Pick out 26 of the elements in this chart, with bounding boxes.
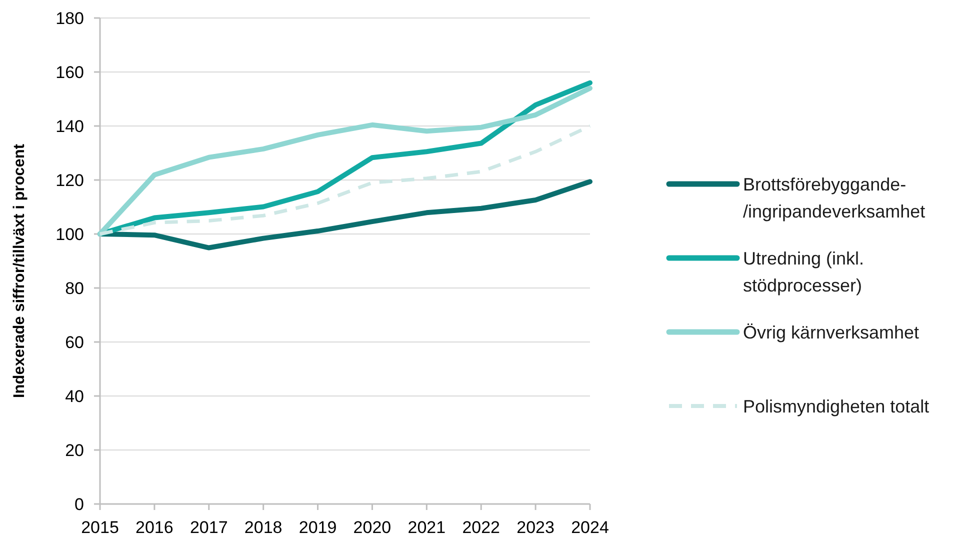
legend-label: Övrig kärnverksamhet [743, 322, 920, 342]
x-tick-label: 2024 [571, 518, 609, 537]
y-tick-label: 120 [56, 170, 84, 190]
y-tick-label: 160 [56, 62, 84, 82]
y-tick-label: 20 [65, 440, 84, 460]
y-tick-label: 0 [74, 494, 84, 514]
x-tick-label: 2020 [353, 518, 392, 537]
x-tick-label: 2022 [462, 518, 500, 537]
y-tick-label: 180 [56, 8, 84, 28]
legend-label: Utredning (inkl. stödprocesser) [743, 248, 864, 296]
y-tick-label: 60 [65, 332, 84, 352]
x-tick-label: 2021 [408, 518, 446, 537]
y-tick-label: 100 [56, 224, 84, 244]
x-tick-label: 2018 [244, 518, 282, 537]
legend-label: Polismyndigheten totalt [743, 396, 930, 416]
y-tick-label: 80 [65, 278, 84, 298]
y-tick-label: 140 [56, 116, 84, 136]
y-tick-label: 40 [65, 386, 84, 406]
x-tick-label: 2019 [298, 518, 337, 537]
line-series [98, 124, 592, 236]
x-tick-label: 2016 [136, 518, 174, 537]
x-tick-label: 2017 [190, 518, 228, 537]
x-tick-label: 2023 [516, 518, 554, 537]
x-tick-label: 2015 [81, 518, 119, 537]
y-axis-title: Indexerade siffror/tillväxt i procent [11, 144, 28, 398]
legend-label: Brottsförebyggande-/ingripandeverksamhet [743, 174, 926, 222]
